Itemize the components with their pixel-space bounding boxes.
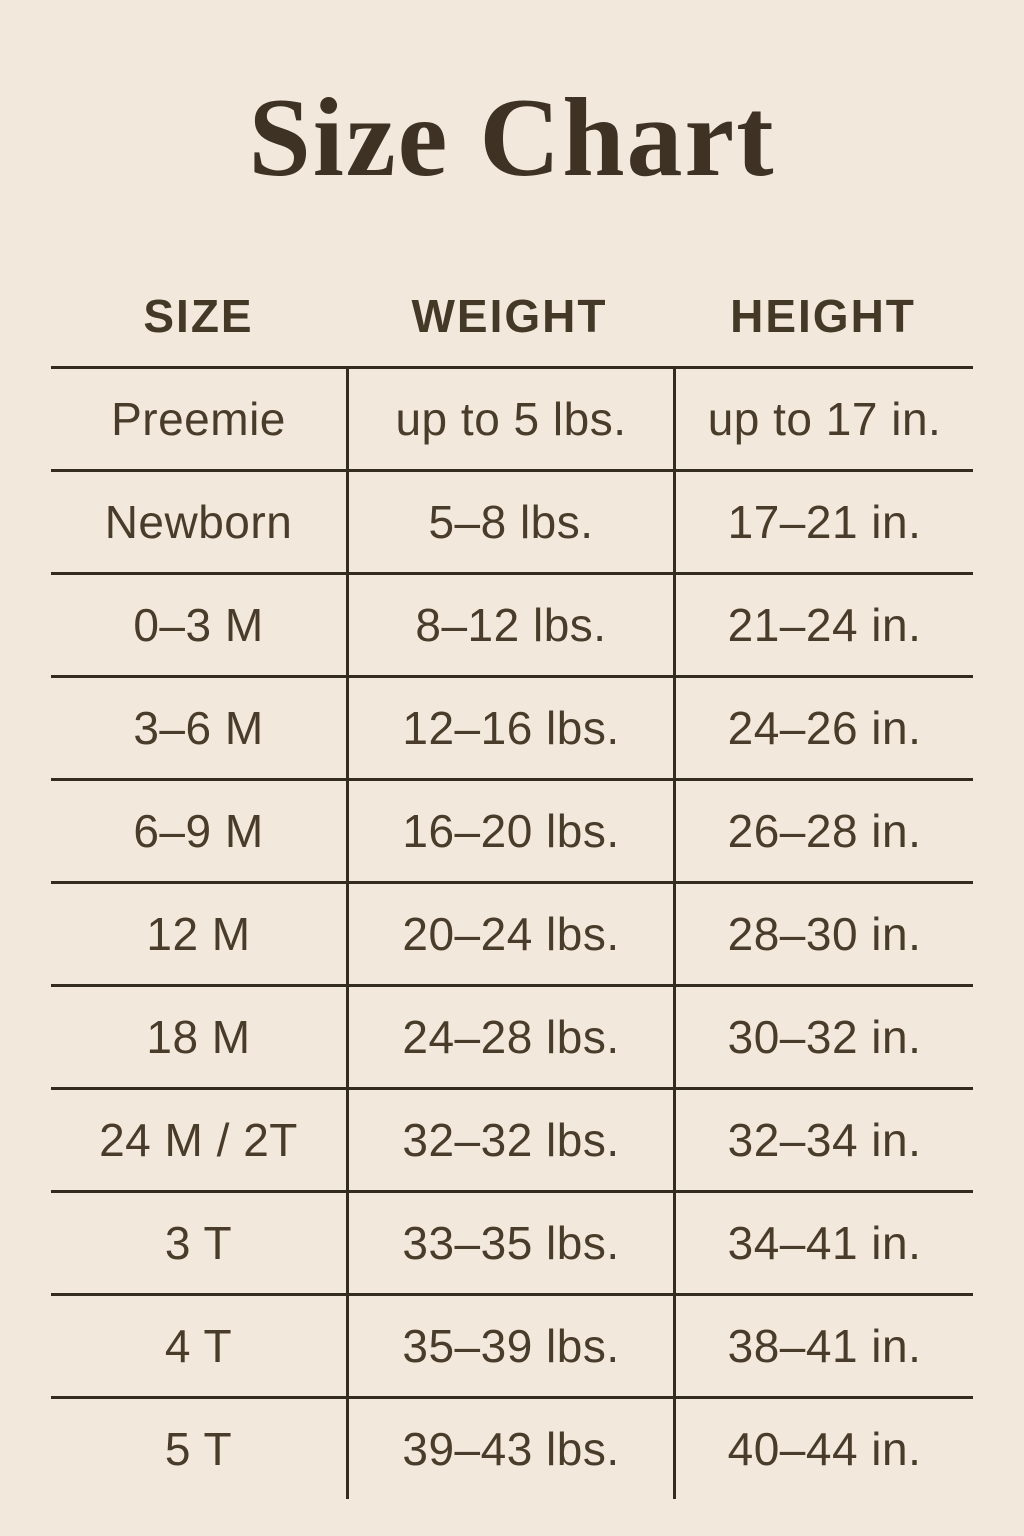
weight-cell: 12–16 lbs. <box>346 678 673 778</box>
table-header-row: SIZE WEIGHT HEIGHT <box>51 266 973 369</box>
table-row: 4 T 35–39 lbs. 38–41 in. <box>51 1296 973 1399</box>
size-cell: 6–9 M <box>133 805 264 857</box>
weight-cell: 20–24 lbs. <box>346 884 673 984</box>
weight-cell: 33–35 lbs. <box>346 1193 673 1293</box>
table-row: 24 M / 2T 32–32 lbs. 32–34 in. <box>51 1090 973 1193</box>
height-cell: 21–24 in. <box>673 575 973 675</box>
size-chart-table: SIZE WEIGHT HEIGHT Preemie up to 5 lbs. … <box>51 266 973 1499</box>
size-cell: Newborn <box>104 496 293 548</box>
size-cell: 5 T <box>164 1423 233 1475</box>
table-row: 5 T 39–43 lbs. 40–44 in. <box>51 1399 973 1499</box>
height-cell: 17–21 in. <box>673 472 973 572</box>
height-cell: 28–30 in. <box>673 884 973 984</box>
weight-cell: 5–8 lbs. <box>346 472 673 572</box>
weight-cell: 35–39 lbs. <box>346 1296 673 1396</box>
size-cell: 3 T <box>164 1217 233 1269</box>
height-cell: 40–44 in. <box>673 1399 973 1499</box>
height-cell: 24–26 in. <box>673 678 973 778</box>
height-cell: 34–41 in. <box>673 1193 973 1293</box>
size-cell: 12 M <box>146 908 251 960</box>
weight-cell: 24–28 lbs. <box>346 987 673 1087</box>
weight-cell: 8–12 lbs. <box>346 575 673 675</box>
height-cell: 38–41 in. <box>673 1296 973 1396</box>
height-cell: 32–34 in. <box>673 1090 973 1190</box>
table-row: Newborn 5–8 lbs. 17–21 in. <box>51 472 973 575</box>
table-row: 3 T 33–35 lbs. 34–41 in. <box>51 1193 973 1296</box>
weight-cell: 32–32 lbs. <box>346 1090 673 1190</box>
size-cell: 18 M <box>146 1011 251 1063</box>
size-cell: Preemie <box>111 393 286 445</box>
table-row: 3–6 M 12–16 lbs. 24–26 in. <box>51 678 973 781</box>
size-cell: 4 T <box>164 1320 233 1372</box>
table-row: Preemie up to 5 lbs. up to 17 in. <box>51 369 973 472</box>
column-header-weight: WEIGHT <box>411 290 608 342</box>
size-cell: 0–3 M <box>133 599 264 651</box>
page-title: Size Chart <box>248 76 776 200</box>
height-cell: 26–28 in. <box>673 781 973 881</box>
weight-cell: 39–43 lbs. <box>346 1399 673 1499</box>
table-row: 18 M 24–28 lbs. 30–32 in. <box>51 987 973 1090</box>
weight-cell: 16–20 lbs. <box>346 781 673 881</box>
table-row: 0–3 M 8–12 lbs. 21–24 in. <box>51 575 973 678</box>
size-cell: 3–6 M <box>133 702 264 754</box>
height-cell: 30–32 in. <box>673 987 973 1087</box>
table-row: 12 M 20–24 lbs. 28–30 in. <box>51 884 973 987</box>
size-cell: 24 M / 2T <box>99 1114 298 1166</box>
column-header-height: HEIGHT <box>730 290 916 342</box>
height-cell: up to 17 in. <box>673 369 973 469</box>
table-row: 6–9 M 16–20 lbs. 26–28 in. <box>51 781 973 884</box>
weight-cell: up to 5 lbs. <box>346 369 673 469</box>
column-header-size: SIZE <box>143 290 254 342</box>
